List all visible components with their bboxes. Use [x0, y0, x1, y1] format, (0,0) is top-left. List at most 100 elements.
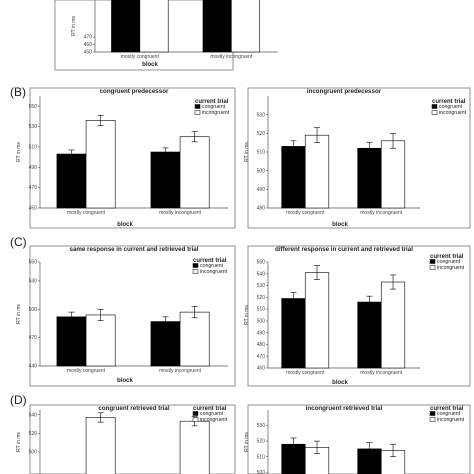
bar [85, 417, 116, 474]
y-tick-label: 470 [29, 335, 38, 341]
panel-label: (C) [10, 235, 27, 249]
legend-label: incongruent [200, 269, 228, 275]
legend-title: current trial [432, 99, 466, 105]
chart-B-right: incongruent predecessor 480 490 500 510 520 53… [244, 87, 471, 229]
bar [139, 0, 169, 53]
bar [179, 136, 210, 209]
y-tick-label: 450 [84, 50, 93, 56]
legend-swatch [429, 417, 436, 422]
x-axis-label: block [332, 380, 348, 386]
y-axis-label: RT in ms [71, 16, 77, 36]
legend-label: incongruent [437, 417, 465, 423]
y-tick-label: 530 [257, 423, 266, 429]
y-tick-label: 500 [257, 168, 266, 174]
legend-label: congruent [437, 411, 461, 417]
bar [56, 153, 87, 209]
x-tick-label: mostly congruent [67, 368, 106, 374]
chart-D-right: incongruent retrieved trial 500 510 520 530 R… [244, 404, 471, 474]
bar [111, 0, 141, 53]
y-tick-label: 510 [257, 454, 266, 460]
chart-title: incongruent retrieved trial [306, 405, 383, 412]
legend-label: incongruent [200, 417, 228, 423]
x-tick-label: mostly incongruent [360, 210, 403, 216]
bar [150, 321, 181, 367]
bar [179, 420, 210, 474]
legend-title: current trial [195, 99, 229, 105]
bar [150, 151, 181, 209]
x-tick-label: mostly incongruent [210, 54, 253, 60]
y-tick-label: 510 [257, 150, 266, 156]
bar [281, 298, 306, 369]
y-tick-label: 460 [257, 366, 266, 372]
y-tick-label: 480 [257, 206, 266, 212]
y-tick-label: 510 [29, 145, 38, 151]
chart-title: different response in current and retrie… [275, 246, 413, 253]
legend-title: current trial [193, 258, 227, 264]
y-tick-label: 530 [29, 124, 38, 130]
y-tick-label: 500 [257, 318, 266, 324]
y-axis-label: RT in ms [244, 432, 250, 452]
legend-swatch [429, 411, 436, 416]
x-axis-label: block [117, 378, 133, 384]
y-tick-label: 450 [29, 206, 38, 212]
legend-swatch [194, 110, 201, 115]
chart-title: same response in current and retrieved t… [70, 246, 199, 253]
y-tick-label: 510 [257, 307, 266, 313]
y-axis-label: RT in ms [16, 432, 22, 452]
bar [85, 120, 116, 209]
y-tick-label: 440 [29, 364, 38, 370]
x-tick-label: mostly incongruent [159, 210, 202, 216]
legend-title: current trial [193, 406, 227, 412]
legend-label: incongruent [439, 110, 467, 116]
legend-swatch [192, 417, 199, 422]
y-axis-label: RT in ms [16, 304, 22, 324]
y-tick-label: 540 [257, 271, 266, 277]
y-tick-label: 530 [29, 279, 38, 285]
y-tick-label: 550 [29, 260, 38, 266]
y-tick-label: 530 [257, 112, 266, 118]
y-tick-label: 490 [29, 165, 38, 171]
chart-B-left: congruent predecessor 450 470 490 510 530 550 R… [16, 87, 236, 229]
legend-label: congruent [200, 411, 224, 417]
legend-swatch [431, 110, 438, 115]
bar [202, 0, 232, 53]
legend-swatch [431, 104, 438, 109]
bar [56, 316, 87, 367]
y-tick-label: 520 [257, 439, 266, 445]
y-axis-label: RT in ms [16, 142, 22, 162]
legend-label: congruent [439, 104, 463, 110]
legend-swatch [429, 265, 436, 270]
bar [281, 146, 306, 209]
legend-label: incongruent [437, 265, 465, 271]
legend-swatch [192, 269, 199, 274]
y-tick-label: 480 [257, 342, 266, 348]
legend-title: current trial [430, 254, 464, 260]
legend-swatch [192, 263, 199, 268]
legend-label: congruent [437, 259, 461, 265]
bar [304, 272, 330, 369]
y-tick-label: 550 [257, 260, 266, 266]
x-tick-label: mostly congruent [286, 210, 325, 216]
x-tick-label: mostly congruent [67, 210, 106, 216]
x-axis-label: block [117, 222, 133, 228]
y-tick-label: 520 [257, 131, 266, 137]
bar [304, 134, 330, 209]
bar [357, 147, 382, 209]
y-tick-label: 520 [257, 295, 266, 301]
x-axis-label: block [332, 222, 348, 228]
y-tick-label: 520 [29, 431, 38, 437]
chart-C-right: different response in current and retrie… [244, 245, 471, 387]
legend-swatch [192, 411, 199, 416]
y-tick-label: 500 [29, 307, 38, 313]
y-tick-label: 500 [29, 450, 38, 456]
x-tick-label: mostly congruent [121, 54, 160, 60]
panel-label: (B) [10, 85, 26, 99]
chart-title: incongruent predecessor [307, 88, 382, 95]
chart-title: congruent retrieved trial [98, 405, 169, 412]
y-tick-label: 500 [257, 470, 266, 474]
y-tick-label: 530 [257, 283, 266, 289]
bar [179, 311, 210, 367]
y-tick-label: 550 [29, 104, 38, 110]
